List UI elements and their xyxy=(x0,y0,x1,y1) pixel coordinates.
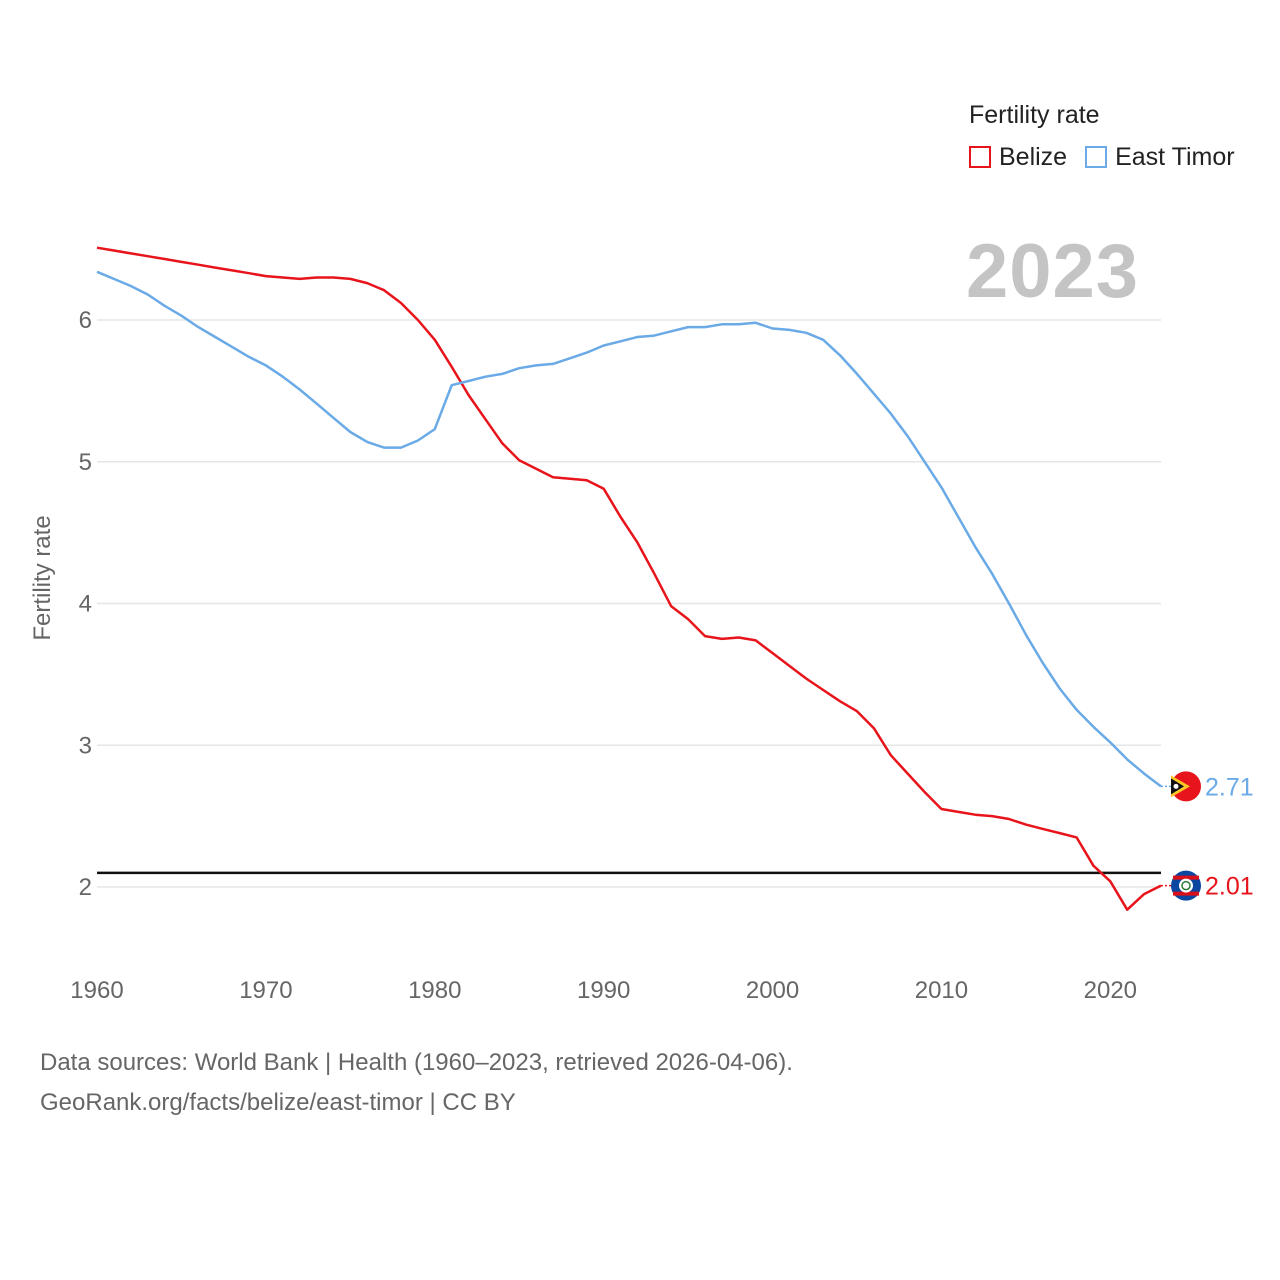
end-markers: 2.01 2.71 xyxy=(1161,771,1254,901)
flag-disc xyxy=(1179,878,1193,893)
legend-swatch-belize xyxy=(969,146,991,168)
x-tick-label-1960: 1960 xyxy=(70,977,123,1004)
y-axis-label: Fertility rate xyxy=(29,515,56,641)
y-tick-label-5: 5 xyxy=(79,449,92,476)
x-tick-label-2000: 2000 xyxy=(746,977,799,1004)
flag-star xyxy=(1173,783,1179,789)
y-tick-label-4: 4 xyxy=(79,591,92,618)
end-value-label-east-timor: 2.71 xyxy=(1205,773,1254,801)
x-tick-label-1990: 1990 xyxy=(577,977,630,1004)
x-tick-label-2010: 2010 xyxy=(915,977,968,1004)
x-axis-ticks: 1960 1970 1980 1990 2000 2010 2020 xyxy=(70,977,1137,1004)
end-value-label-belize: 2.01 xyxy=(1205,873,1254,901)
legend-item-belize[interactable]: Belize xyxy=(969,142,1067,172)
y-tick-label-3: 3 xyxy=(79,732,92,759)
legend-label-belize: Belize xyxy=(999,143,1068,171)
flag-icon-belize xyxy=(1171,870,1201,901)
y-tick-label-6: 6 xyxy=(79,307,92,334)
source-note: Data sources: World Bank | Health (1960–… xyxy=(40,1043,793,1123)
legend-item-east-timor[interactable]: East Timor xyxy=(1085,142,1235,172)
x-tick-label-2020: 2020 xyxy=(1084,977,1137,1004)
x-tick-label-1970: 1970 xyxy=(239,977,292,1004)
source-line-1: Data sources: World Bank | Health (1960–… xyxy=(40,1049,793,1076)
series-line-east-timor xyxy=(96,270,1162,788)
legend-swatch-east-timor xyxy=(1085,146,1108,168)
y-tick-label-2: 2 xyxy=(79,874,92,901)
legend-title: Fertility rate xyxy=(969,101,1100,129)
current-year-display: 2023 xyxy=(966,229,1140,314)
flag-emblem xyxy=(1181,880,1191,891)
flag-icon-east-timor xyxy=(1171,771,1201,802)
y-axis-ticks: 2 3 4 5 6 xyxy=(79,307,92,901)
gridlines xyxy=(97,319,1161,888)
series-lines xyxy=(96,246,1162,911)
legend-label-east-timor: East Timor xyxy=(1115,143,1235,171)
x-tick-label-1980: 1980 xyxy=(408,977,461,1004)
flag-stripes xyxy=(1173,875,1199,896)
legend: Fertility rate Belize East Timor xyxy=(969,100,1235,172)
series-line-belize xyxy=(96,246,1162,911)
source-line-2[interactable]: GeoRank.org/facts/belize/east-timor | CC… xyxy=(40,1089,516,1116)
legend-items: Belize East Timor xyxy=(969,142,1235,172)
